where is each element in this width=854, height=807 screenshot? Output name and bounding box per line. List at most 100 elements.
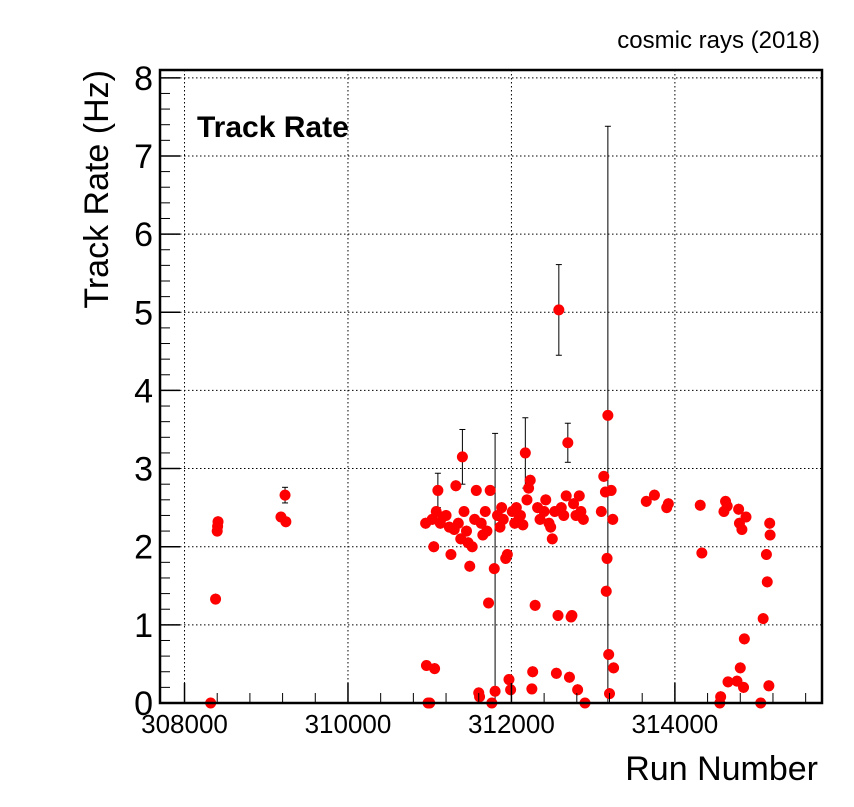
- data-point: [764, 529, 776, 541]
- data-point: [763, 680, 775, 692]
- data-point: [526, 683, 538, 695]
- data-point: [757, 613, 769, 625]
- y-tick-label: 4: [134, 372, 153, 410]
- data-point: [696, 547, 708, 559]
- data-point: [761, 576, 773, 588]
- data-point: [595, 506, 607, 518]
- data-point: [445, 549, 457, 561]
- data-point: [736, 524, 748, 536]
- data-point: [738, 633, 750, 645]
- data-point: [558, 509, 570, 521]
- data-point: [483, 597, 495, 609]
- data-point: [521, 494, 533, 506]
- data-point: [598, 470, 610, 482]
- data-point: [475, 517, 487, 529]
- data-point: [458, 506, 470, 518]
- data-point: [694, 499, 706, 511]
- data-point: [503, 674, 515, 686]
- data-point: [279, 489, 291, 501]
- data-point: [474, 691, 486, 703]
- y-tick-label: 2: [134, 529, 153, 567]
- data-point: [764, 517, 776, 529]
- data-point: [560, 490, 572, 502]
- data-point: [428, 541, 440, 553]
- data-point: [432, 484, 444, 496]
- data-point: [552, 609, 564, 621]
- data-point: [545, 521, 557, 533]
- data-points: [205, 304, 776, 709]
- chart-title: Track Rate: [197, 111, 349, 144]
- data-point: [715, 691, 727, 703]
- x-tick-label: 314000: [632, 709, 719, 739]
- data-point: [603, 649, 615, 661]
- data-point: [740, 511, 752, 523]
- data-point: [489, 685, 501, 697]
- y-tick-label: 3: [134, 451, 153, 489]
- data-point: [464, 560, 476, 572]
- data-point: [501, 549, 513, 561]
- data-point: [662, 498, 674, 510]
- data-point: [529, 599, 541, 611]
- data-point: [466, 541, 478, 553]
- data-point: [505, 684, 517, 696]
- data-point: [734, 662, 746, 674]
- data-point: [640, 495, 652, 507]
- data-point: [540, 494, 552, 506]
- x-tick-label: 312000: [468, 709, 555, 739]
- y-tick-label: 6: [134, 216, 153, 254]
- y-tick-label: 0: [134, 685, 153, 723]
- data-point: [601, 552, 613, 564]
- data-point: [481, 525, 493, 537]
- grid: [160, 70, 822, 703]
- data-point: [605, 484, 617, 496]
- y-tick-label: 1: [134, 607, 153, 645]
- x-axis-label: Run Number: [625, 750, 818, 788]
- data-point: [602, 409, 614, 421]
- data-point: [514, 509, 526, 521]
- data-point: [280, 516, 292, 528]
- data-point: [517, 519, 529, 531]
- data-point: [440, 509, 452, 521]
- data-point: [519, 447, 531, 459]
- y-axis-label: Track Rate (Hz): [78, 70, 116, 309]
- data-point: [738, 681, 750, 693]
- data-point: [527, 666, 539, 678]
- data-point: [722, 676, 734, 688]
- data-point: [212, 516, 224, 528]
- x-tick-label: 308000: [141, 709, 228, 739]
- data-point: [488, 563, 500, 575]
- data-point: [607, 513, 619, 525]
- y-tick-label: 8: [134, 60, 153, 98]
- data-point: [524, 474, 536, 486]
- data-point: [484, 484, 496, 496]
- data-point: [470, 484, 482, 496]
- data-point: [460, 525, 472, 537]
- data-point: [733, 503, 745, 515]
- data-point: [600, 585, 612, 597]
- data-point: [497, 513, 509, 525]
- axis-ticks: 308000 310000 312000 314000 0 1 2 3 4 5 6 7 8: [134, 60, 807, 739]
- data-point: [210, 593, 222, 605]
- data-point: [572, 684, 584, 696]
- y-tick-label: 7: [134, 138, 153, 176]
- data-point: [573, 490, 585, 502]
- data-point: [760, 549, 772, 561]
- y-tick-label: 5: [134, 294, 153, 332]
- data-point: [563, 671, 575, 683]
- data-point: [566, 609, 578, 621]
- data-point: [456, 451, 468, 463]
- data-point: [450, 480, 462, 492]
- data-point: [562, 437, 574, 449]
- data-point: [496, 502, 508, 514]
- corner-label: cosmic rays (2018): [617, 27, 820, 54]
- data-point: [538, 506, 550, 518]
- data-point: [546, 533, 558, 545]
- data-point: [577, 513, 589, 525]
- data-point: [479, 506, 491, 518]
- data-point: [429, 663, 441, 675]
- data-point: [452, 517, 464, 529]
- x-tick-label: 310000: [305, 709, 392, 739]
- data-point: [648, 489, 660, 501]
